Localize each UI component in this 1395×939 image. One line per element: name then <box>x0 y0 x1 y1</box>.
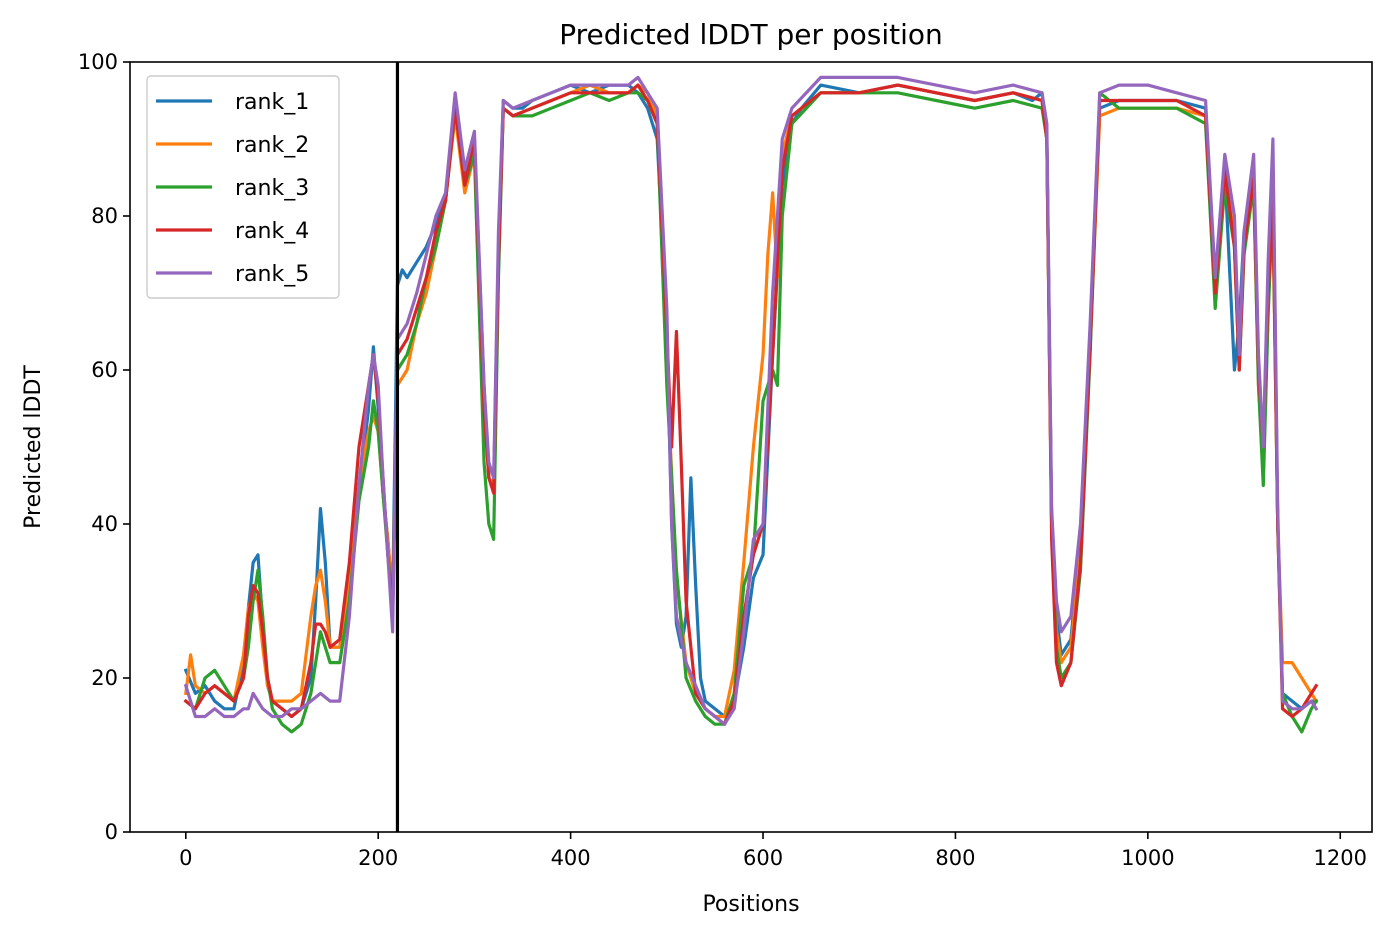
y-tick-label: 40 <box>91 512 118 536</box>
series-line-rank-5 <box>183 75 1319 726</box>
x-axis-ticks: 0 200 400 600 800 1000 1200 <box>179 832 1367 870</box>
legend-label-rank-2: rank_2 <box>235 133 309 158</box>
legend-label-rank-1: rank_1 <box>235 90 309 115</box>
series-line-rank-4 <box>183 83 1319 726</box>
y-tick-label: 60 <box>91 358 118 382</box>
y-axis-label: Predicted lDDT <box>21 365 46 529</box>
x-axis-label: Positions <box>702 892 799 917</box>
x-tick-label: 1200 <box>1314 846 1367 870</box>
x-tick-label: 800 <box>935 846 975 870</box>
y-tick-label: 20 <box>91 666 118 690</box>
x-tick-label: 0 <box>179 846 192 870</box>
x-tick-label: 600 <box>743 846 783 870</box>
y-tick-label: 100 <box>78 50 118 74</box>
chart-title: Predicted lDDT per position <box>559 18 943 51</box>
x-tick-label: 200 <box>358 846 398 870</box>
x-tick-label: 1000 <box>1121 846 1174 870</box>
plot-frame <box>129 61 1373 833</box>
series-layer <box>183 75 1319 734</box>
legend-frame <box>146 75 340 299</box>
legend-label-rank-5: rank_5 <box>235 262 309 287</box>
legend-items: rank_1 rank_2 rank_3 rank_4 rank_5 <box>156 90 309 287</box>
x-tick-label: 400 <box>551 846 591 870</box>
legend-label-rank-4: rank_4 <box>235 219 309 244</box>
y-axis-ticks: 0 20 40 60 80 100 <box>78 50 130 844</box>
legend: rank_1 rank_2 rank_3 rank_4 rank_5 <box>146 75 340 299</box>
y-tick-label: 0 <box>105 820 118 844</box>
legend-label-rank-3: rank_3 <box>235 176 309 201</box>
y-tick-label: 80 <box>91 204 118 228</box>
